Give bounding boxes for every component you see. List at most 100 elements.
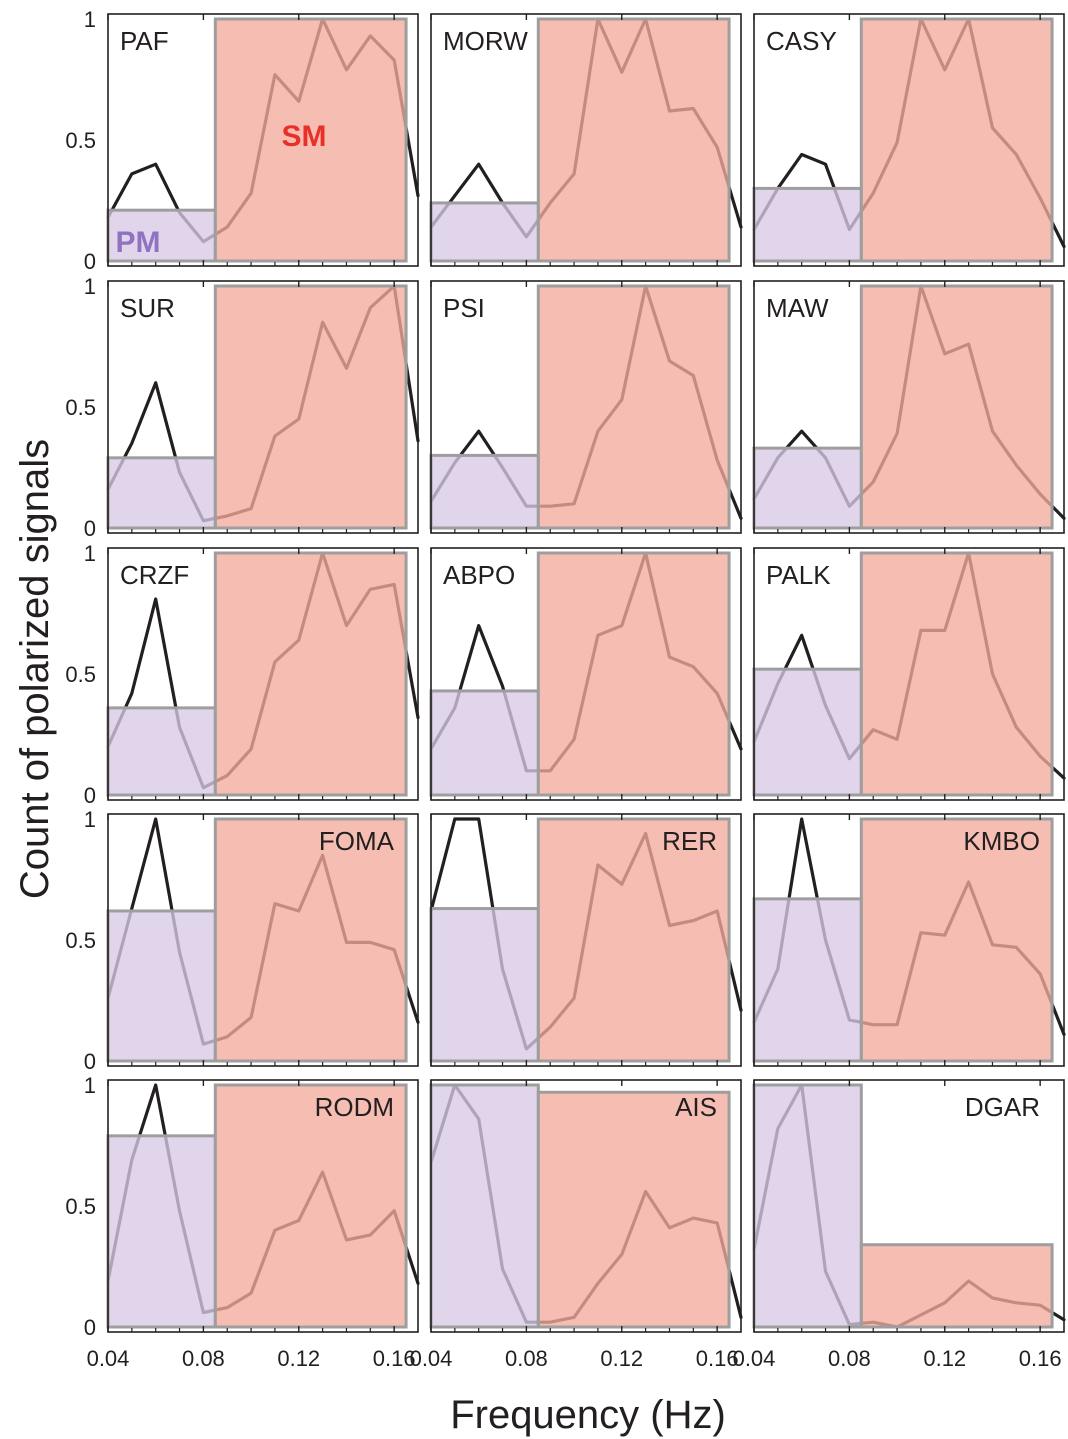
y-tick-label: 1 [84, 274, 96, 299]
station-label: KMBO [963, 826, 1040, 856]
y-tick-label: 0.5 [65, 128, 96, 153]
sm-band-box [536, 1090, 731, 1329]
station-label: PAF [120, 26, 169, 56]
panel-frame [107, 547, 419, 801]
panel-psi: PSI [429, 280, 743, 534]
y-tick-label: 0.5 [65, 662, 96, 687]
panel-frame [107, 280, 419, 534]
x-tick-label: 0.04 [733, 1346, 776, 1371]
y-tick-label: 1 [84, 541, 96, 566]
panel-frame [430, 13, 742, 267]
station-label: MORW [443, 26, 528, 56]
pm-band-box [429, 689, 540, 797]
sm-band-box [859, 284, 1054, 530]
x-tick-label: 0.16 [696, 1346, 739, 1371]
y-tick-label: 0 [84, 1049, 96, 1074]
station-label: PSI [443, 293, 485, 323]
station-label: DGAR [965, 1092, 1040, 1122]
panel-frame [753, 547, 1065, 801]
x-tick-label: 0.12 [600, 1346, 643, 1371]
pm-band-box [752, 897, 863, 1063]
sm-band-box [859, 817, 1054, 1063]
y-tick-label: 0.5 [65, 928, 96, 953]
station-label: AIS [675, 1092, 717, 1122]
pm-band-box [106, 456, 217, 530]
panel-abpo: ABPO [429, 547, 743, 801]
y-tick-label: 0.5 [65, 395, 96, 420]
y-tick-label: 0 [84, 249, 96, 274]
panel-sur: 0 0.5 1 SUR [65, 274, 420, 541]
y-tick-label: 1 [84, 7, 96, 32]
y-tick-label: 1 [84, 1073, 96, 1098]
x-tick-label: 0.16 [1019, 1346, 1062, 1371]
pm-band-box [429, 453, 540, 530]
x-tick-label: 0.16 [373, 1346, 416, 1371]
x-tick-label: 0.04 [87, 1346, 130, 1371]
y-tick-label: 0 [84, 783, 96, 808]
panel-ais: AIS [429, 1079, 743, 1333]
pm-band-box [106, 1134, 217, 1329]
y-tick-label: 1 [84, 807, 96, 832]
pm-band-box [106, 706, 217, 797]
sm-band-box [536, 551, 731, 797]
sm-band-box [536, 17, 731, 263]
panel-maw: MAW [752, 280, 1066, 534]
station-label: ABPO [443, 560, 515, 590]
x-tick-label: 0.12 [923, 1346, 966, 1371]
station-label: RODM [315, 1092, 394, 1122]
pm-band-box [752, 446, 863, 530]
panel-frame [430, 280, 742, 534]
panel-dgar: DGAR [752, 1079, 1066, 1333]
panel-rodm: 0 0.5 1 RODM [65, 1073, 420, 1340]
x-tick-label: 0.08 [828, 1346, 871, 1371]
station-label: CRZF [120, 560, 189, 590]
x-tick-label: 0.08 [505, 1346, 548, 1371]
panel-frame [430, 813, 742, 1067]
panel-frame [107, 13, 419, 267]
pm-band-box [752, 1083, 863, 1329]
panel-frame [753, 280, 1065, 534]
y-tick-label: 0 [84, 1315, 96, 1340]
pm-band-box [106, 909, 217, 1063]
x-tick-label: 0.04 [410, 1346, 453, 1371]
x-axis-label: Frequency (Hz) [450, 1393, 726, 1437]
x-tick-labels: 0.04 0.08 0.12 0.160.04 0.08 0.12 0.160.04 0.08… [87, 1346, 1062, 1371]
x-tick-label: 0.08 [182, 1346, 225, 1371]
pm-band-box [429, 907, 540, 1063]
panel-foma: 0 0.5 1 FOMA [65, 807, 420, 1074]
y-tick-label: 0 [84, 516, 96, 541]
y-tick-label: 0.5 [65, 1194, 96, 1219]
panel-paf: 0 0.5 1 PAF SM PM [65, 7, 420, 274]
panel-morw: MORW [429, 13, 743, 267]
sm-band-box [213, 1083, 408, 1329]
panel-palk: PALK [752, 547, 1066, 801]
station-label: MAW [766, 293, 829, 323]
pm-band-box [752, 667, 863, 797]
pm-band-box [429, 1083, 540, 1329]
panel-frame [753, 813, 1065, 1067]
station-label: CASY [766, 26, 837, 56]
panel-frame [107, 1079, 419, 1333]
sm-band-box [536, 284, 731, 530]
panel-rer: RER [429, 813, 743, 1067]
pm-band-box [429, 201, 540, 263]
panel-casy: CASY [752, 13, 1066, 267]
station-label: RER [662, 826, 717, 856]
x-tick-label: 0.12 [277, 1346, 320, 1371]
sm-region-label: SM [282, 120, 327, 153]
sm-band-box [213, 17, 408, 263]
pm-band-box [752, 186, 863, 263]
panel-kmbo: KMBO [752, 813, 1066, 1067]
sm-band-box [536, 817, 731, 1063]
sm-band-box [213, 817, 408, 1063]
pm-region-label: PM [116, 226, 161, 259]
y-axis-label: Count of polarized signals [13, 439, 57, 899]
sm-band-box [213, 551, 408, 797]
sm-band-box [859, 551, 1054, 797]
station-label: FOMA [319, 826, 395, 856]
station-label: SUR [120, 293, 175, 323]
panel-frame [753, 13, 1065, 267]
panel-crzf: 0 0.5 1 CRZF [65, 541, 420, 808]
panel-frame [753, 1079, 1065, 1333]
